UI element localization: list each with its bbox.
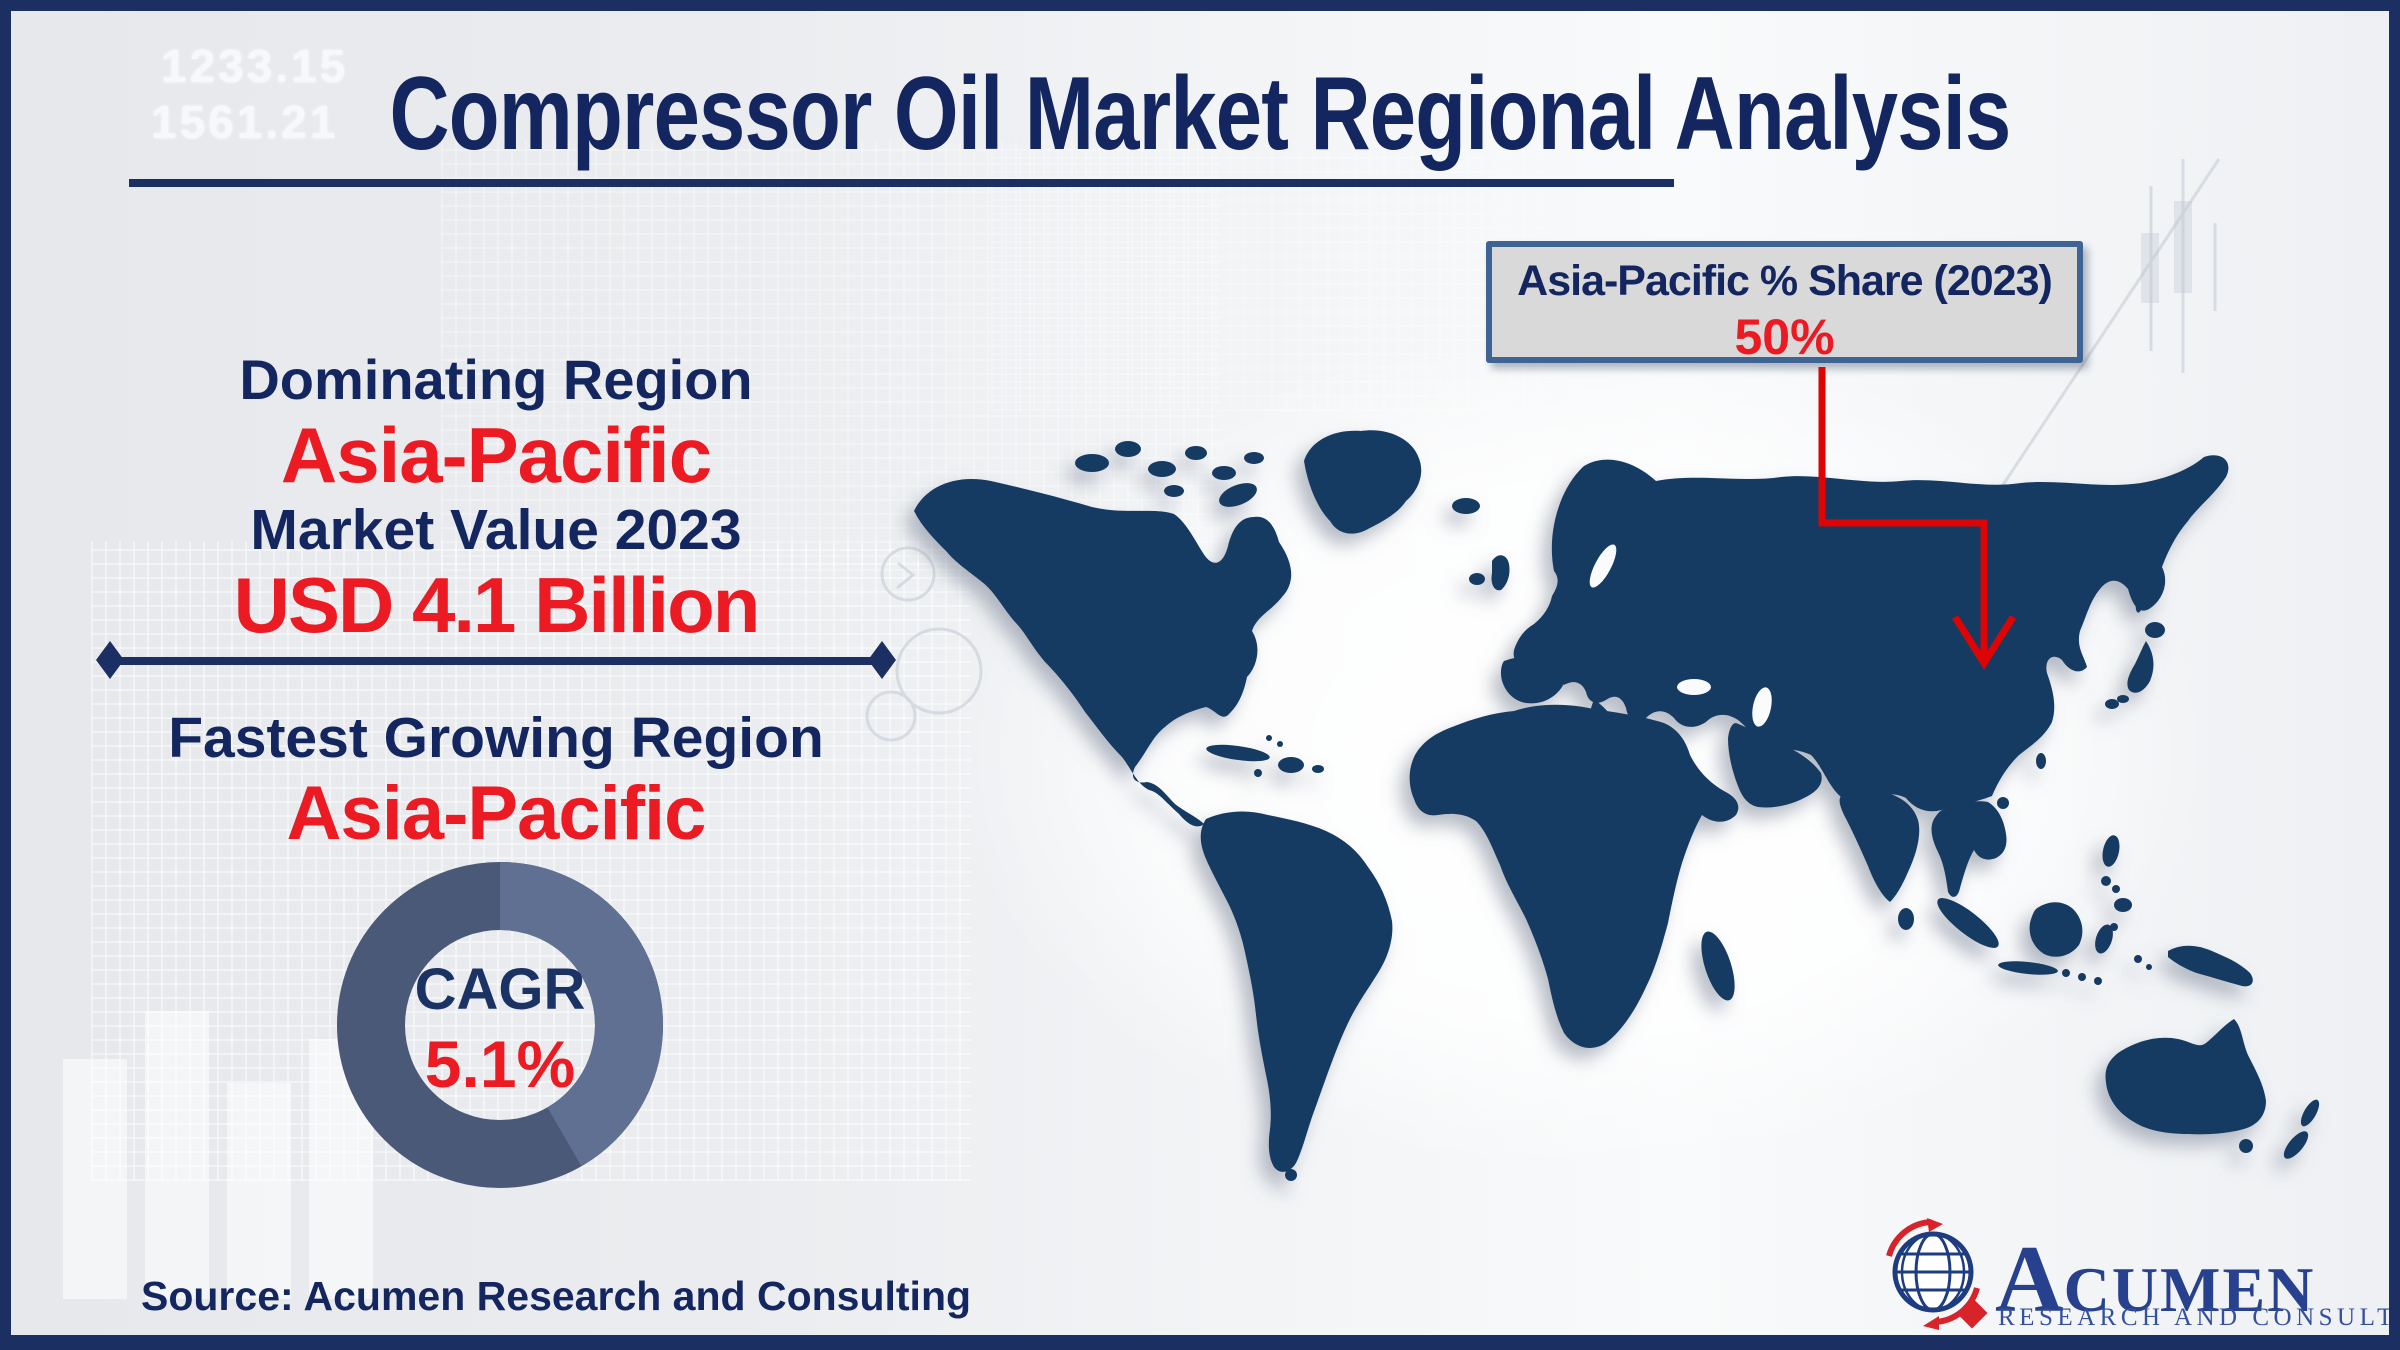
share-callout-box: Asia-Pacific % Share (2023) 50% (1486, 241, 2083, 365)
cagr-donut-chart: CAGR 5.1% (337, 862, 663, 1188)
background-grid-pattern (91, 541, 971, 1181)
globe-logo-icon (1886, 1218, 1988, 1330)
divider-line (106, 657, 886, 665)
acumen-logo: ACUMEN RESEARCH AND CONSULTING (1881, 1216, 2389, 1335)
fastest-growing-label: Fastest Growing Region (168, 706, 824, 770)
page-title: Compressor Oil Market Regional Analysis (389, 56, 2012, 172)
dominating-region-value: Asia-Pacific (280, 411, 712, 499)
fastest-growing-value: Asia-Pacific (286, 771, 707, 856)
market-value: USD 4.1 Billion (233, 561, 761, 649)
world-map (914, 430, 2320, 1181)
logo-brand-text: ACUMEN (1995, 1224, 2315, 1334)
market-value-label: Market Value 2023 (250, 498, 742, 562)
watermark-bar (63, 1059, 127, 1299)
title-underline (129, 179, 1674, 187)
cagr-label: CAGR (415, 957, 586, 1022)
background-grid-pattern (991, 151, 1551, 411)
dominating-region-label: Dominating Region (239, 348, 753, 411)
cagr-value: 5.1% (425, 1027, 575, 1101)
background-grid-pattern (441, 141, 1221, 571)
watermark-number: 1233.15 (161, 40, 349, 92)
donut-light-segment (337, 862, 663, 1188)
watermark-number: 1561.21 (151, 96, 339, 148)
callout-value: 50% (1734, 309, 1835, 365)
callout-heading: Asia-Pacific % Share (2023) (1517, 257, 2053, 305)
watermark-bar (145, 1011, 209, 1299)
section-divider (96, 639, 896, 681)
watermark-bar (227, 1083, 291, 1299)
logo-brand-rest: CUMEN (2063, 1254, 2316, 1325)
map-landmasses (914, 430, 2320, 1181)
source-note: Source: Acumen Research and Consulting (141, 1273, 972, 1319)
diamond-end-icon (868, 641, 896, 679)
logo-tagline: RESEARCH AND CONSULTING (1998, 1304, 2397, 1331)
map-inland-seas (1589, 544, 1772, 727)
logo-brand-initial: A (1995, 1226, 2064, 1332)
